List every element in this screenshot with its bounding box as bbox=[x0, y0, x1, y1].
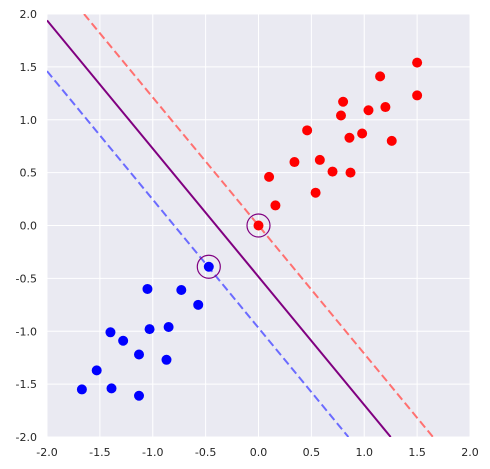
x-axis-ticks: -2.0 -1.5 -1.0 -0.5 0.0 0.5 1.0 1.5 2.0 bbox=[36, 446, 478, 459]
y-tick-label: -0.5 bbox=[16, 272, 37, 285]
red-data-point bbox=[363, 105, 374, 116]
y-tick-label: -2.0 bbox=[16, 431, 37, 444]
y-tick-label: 0.0 bbox=[20, 220, 38, 233]
margin-positive-line bbox=[83, 14, 434, 437]
x-tick-label: 1.0 bbox=[356, 446, 374, 459]
plot-content bbox=[47, 14, 434, 437]
y-tick-label: 0.5 bbox=[20, 167, 38, 180]
y-tick-label: 2.0 bbox=[20, 8, 38, 21]
y-tick-label: -1.0 bbox=[16, 325, 37, 338]
red-data-point bbox=[412, 57, 423, 68]
margin-negative-line bbox=[47, 70, 350, 437]
blue-data-point bbox=[134, 390, 145, 401]
blue-data-point bbox=[105, 327, 116, 338]
y-axis-ticks: -2.0 -1.5 -1.0 -0.5 0.0 0.5 1.0 1.5 2.0 bbox=[16, 8, 37, 444]
red-data-point bbox=[412, 90, 423, 101]
blue-data-point bbox=[203, 261, 214, 272]
blue-data-point bbox=[176, 285, 187, 296]
y-tick-label: 1.5 bbox=[20, 61, 38, 74]
y-tick-label: -1.5 bbox=[16, 378, 37, 391]
x-tick-label: -1.0 bbox=[142, 446, 163, 459]
x-tick-label: 1.5 bbox=[408, 446, 426, 459]
red-data-point bbox=[380, 102, 391, 113]
red-data-point bbox=[253, 220, 264, 231]
x-tick-label: -0.5 bbox=[195, 446, 216, 459]
blue-data-point bbox=[91, 365, 102, 376]
blue-data-point bbox=[76, 384, 87, 395]
red-data-point bbox=[270, 200, 281, 211]
support-vector-ring bbox=[196, 254, 221, 279]
red-data-point bbox=[314, 154, 325, 165]
x-tick-label: 0.5 bbox=[303, 446, 321, 459]
blue-data-point bbox=[134, 349, 145, 360]
red-data-point bbox=[375, 71, 386, 82]
red-data-point bbox=[335, 110, 346, 121]
blue-data-point bbox=[144, 324, 155, 335]
x-tick-label: 0.0 bbox=[250, 446, 268, 459]
blue-data-point bbox=[142, 283, 153, 294]
red-data-point bbox=[338, 96, 349, 107]
y-tick-label: 1.0 bbox=[20, 114, 38, 127]
red-data-point bbox=[310, 187, 321, 198]
blue-data-point bbox=[118, 335, 129, 346]
blue-data-point bbox=[106, 383, 117, 394]
red-data-point bbox=[344, 132, 355, 143]
red-data-point bbox=[357, 128, 368, 139]
red-data-point bbox=[386, 135, 397, 146]
x-tick-label: -1.5 bbox=[89, 446, 110, 459]
red-data-point bbox=[345, 167, 356, 178]
blue-data-point bbox=[193, 299, 204, 310]
red-data-point bbox=[289, 157, 300, 168]
x-tick-label: -2.0 bbox=[36, 446, 57, 459]
red-data-point bbox=[327, 166, 338, 177]
support-vector-ring bbox=[246, 213, 271, 238]
x-tick-label: 2.0 bbox=[461, 446, 479, 459]
blue-data-point bbox=[163, 322, 174, 333]
blue-data-point bbox=[161, 354, 172, 365]
red-data-point bbox=[302, 125, 313, 136]
red-data-point bbox=[264, 171, 275, 182]
decision-boundary-line bbox=[47, 19, 392, 437]
